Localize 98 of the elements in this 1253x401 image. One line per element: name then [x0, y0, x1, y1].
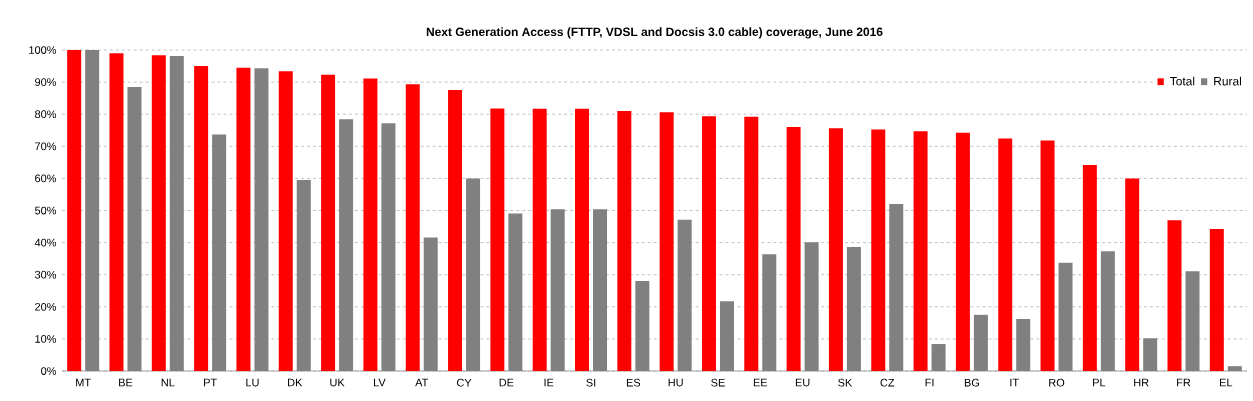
x-tick-label: MT: [76, 378, 91, 387]
bar: [1100, 251, 1115, 371]
bar: [1125, 178, 1140, 371]
bar: [339, 119, 354, 371]
y-tick-label: 40%: [34, 238, 57, 247]
bar: [490, 108, 505, 371]
bar: [1016, 319, 1031, 371]
x-tick-label: DK: [288, 378, 303, 387]
y-tick-label: 20%: [35, 302, 57, 311]
bar: [423, 237, 438, 371]
bar: [212, 134, 227, 371]
bar: [508, 213, 523, 371]
y-tick-label: 30%: [34, 270, 57, 279]
bar: [998, 138, 1013, 371]
bar: [278, 71, 293, 371]
x-tick-label: BG: [964, 378, 979, 387]
x-tick-label: HU: [668, 378, 683, 387]
bar: [109, 53, 124, 371]
bar: [1167, 220, 1182, 371]
bar: [871, 129, 886, 371]
y-tick-label: 10%: [35, 335, 57, 343]
y-tick-label: 0%: [41, 367, 57, 375]
legend-label: Rural: [1214, 76, 1241, 86]
y-tick-label: 50%: [34, 206, 57, 215]
bar: [194, 66, 209, 371]
x-tick-label: SK: [838, 378, 853, 387]
x-tick-label: HR: [1134, 378, 1149, 387]
bar: [719, 301, 734, 371]
bar: [744, 116, 759, 371]
x-tick-label: PL: [1093, 378, 1106, 387]
bar: [236, 67, 251, 371]
bar: [151, 55, 166, 371]
bar: [1040, 140, 1055, 371]
bar: [762, 254, 777, 371]
bar: [575, 108, 590, 371]
bar: [254, 68, 269, 371]
y-tick-label: 90%: [35, 78, 57, 86]
bar: [321, 74, 336, 371]
bar: [1209, 229, 1224, 371]
bar: [381, 123, 396, 371]
bar: [466, 178, 481, 371]
x-tick-label: FR: [1177, 378, 1191, 387]
x-tick-label: DE: [499, 378, 514, 387]
bar: [1143, 338, 1158, 371]
bar: [804, 242, 819, 371]
bar: [786, 127, 801, 371]
bar: [363, 78, 378, 371]
x-tick-label: EU: [795, 378, 810, 387]
bar: [593, 209, 608, 371]
legend-label: Total: [1170, 76, 1195, 86]
bar: [889, 204, 904, 371]
bar: [913, 131, 928, 371]
x-tick-label: AT: [415, 378, 429, 387]
y-tick-label: 60%: [35, 174, 57, 183]
bar: [85, 50, 100, 371]
bar: [955, 132, 970, 371]
x-tick-label: IE: [544, 378, 554, 387]
x-tick-label: NL: [161, 378, 175, 387]
bar: [127, 86, 142, 371]
y-tick-label: 70%: [35, 142, 57, 151]
x-tick-label: PT: [204, 378, 217, 387]
x-tick-label: FI: [925, 378, 934, 387]
x-tick-label: LU: [246, 378, 259, 387]
bar: [1058, 262, 1073, 371]
bar: [1082, 164, 1097, 371]
y-tick-label: 100%: [29, 46, 57, 54]
bar: [617, 110, 632, 371]
bar: [973, 314, 988, 371]
x-tick-label: CZ: [880, 378, 895, 387]
bar: [550, 209, 565, 371]
bar: [828, 128, 843, 371]
bar: [846, 247, 861, 371]
x-tick-label: EL: [1220, 378, 1233, 387]
bar: [931, 344, 946, 371]
x-tick-label: LV: [374, 378, 386, 387]
x-tick-label: SE: [711, 378, 725, 387]
x-tick-label: SI: [586, 378, 596, 387]
x-tick-label: RO: [1049, 378, 1065, 387]
bar: [405, 84, 420, 371]
bar: [701, 116, 716, 371]
y-tick-label: 80%: [35, 110, 57, 119]
bar: [677, 219, 692, 371]
bar: [296, 180, 311, 371]
bar: [448, 90, 463, 371]
bar: [635, 281, 650, 371]
bar: [532, 108, 547, 371]
x-tick-label: IT: [1010, 378, 1019, 387]
x-tick-label: UK: [330, 378, 345, 387]
bar: [1227, 366, 1242, 371]
bar: [659, 112, 674, 371]
x-tick-label: CY: [457, 378, 472, 387]
bar: [1185, 271, 1200, 371]
chart-title: Next Generation Access (FTTP, VDSL and Docsis 3.0 cable) coverage, June 2016: [426, 27, 883, 39]
x-tick-label: ES: [626, 378, 641, 387]
x-tick-label: EE: [753, 378, 768, 387]
bar: [169, 56, 184, 371]
bar: [67, 50, 82, 371]
x-tick-label: BE: [119, 378, 133, 387]
